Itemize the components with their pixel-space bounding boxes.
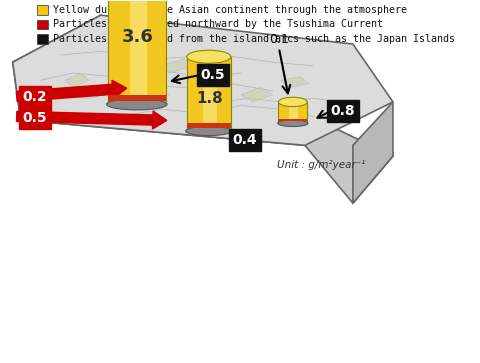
Text: Particles originated from the island arcs such as the Japan Islands: Particles originated from the island arc… <box>53 34 455 44</box>
Text: Particles transported northward by the Tsushima Current: Particles transported northward by the T… <box>53 19 383 29</box>
Bar <box>36 5 48 15</box>
Polygon shape <box>12 15 393 145</box>
Text: 1.8: 1.8 <box>196 91 223 106</box>
Polygon shape <box>241 87 273 102</box>
FancyArrow shape <box>16 111 167 129</box>
Polygon shape <box>281 77 309 87</box>
Polygon shape <box>204 57 216 129</box>
Bar <box>36 20 48 29</box>
FancyArrow shape <box>16 80 127 102</box>
Ellipse shape <box>278 120 308 127</box>
Polygon shape <box>161 58 193 73</box>
Ellipse shape <box>186 126 232 135</box>
Text: 0.5: 0.5 <box>201 68 225 82</box>
Ellipse shape <box>278 97 307 107</box>
Text: Yellow dust from the Asian continent through the atmosphere: Yellow dust from the Asian continent thr… <box>53 5 407 15</box>
Polygon shape <box>193 106 225 117</box>
Polygon shape <box>187 123 231 129</box>
Polygon shape <box>278 102 307 122</box>
Text: 0.8: 0.8 <box>331 104 355 118</box>
Polygon shape <box>108 0 166 102</box>
Polygon shape <box>12 15 393 203</box>
Ellipse shape <box>107 99 167 110</box>
Polygon shape <box>278 119 307 121</box>
Text: 3.6: 3.6 <box>122 28 154 46</box>
Text: Unit : g/m²year⁻¹: Unit : g/m²year⁻¹ <box>276 160 365 170</box>
Text: 0.5: 0.5 <box>23 111 47 125</box>
Text: 0.1: 0.1 <box>269 33 289 46</box>
Polygon shape <box>108 95 166 101</box>
Polygon shape <box>130 0 147 102</box>
Text: 0.2: 0.2 <box>23 90 47 103</box>
Polygon shape <box>187 57 231 129</box>
Ellipse shape <box>187 50 231 63</box>
Text: 0.4: 0.4 <box>232 133 257 147</box>
Polygon shape <box>289 102 298 122</box>
Bar <box>36 34 48 44</box>
Polygon shape <box>353 102 393 203</box>
Polygon shape <box>65 73 89 87</box>
